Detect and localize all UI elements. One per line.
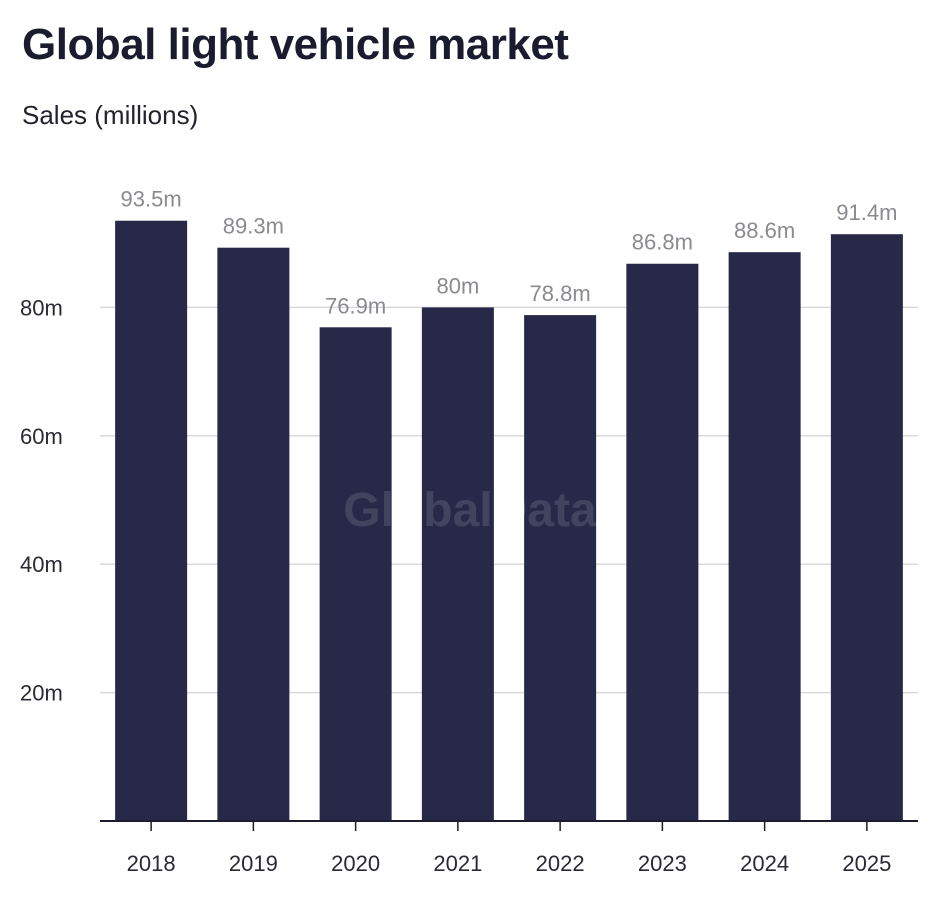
- x-tick-label: 2019: [229, 851, 278, 876]
- bars: [115, 220, 903, 822]
- y-tick-label: 80m: [20, 295, 63, 320]
- bar-2020: [319, 327, 392, 821]
- data-label: 91.4m: [836, 200, 897, 225]
- x-tick-label: 2020: [331, 851, 380, 876]
- data-label: 80m: [436, 273, 479, 298]
- y-axis: 20m 40m 60m 80m: [20, 295, 63, 705]
- data-label: 93.5m: [121, 187, 182, 212]
- data-label: 89.3m: [223, 214, 284, 239]
- bar-2025: [830, 234, 903, 821]
- x-tick-label: 2024: [740, 851, 789, 876]
- bar-2021: [421, 307, 494, 821]
- chart-subtitle: Sales (millions): [22, 100, 199, 130]
- bar-2019: [217, 247, 290, 822]
- data-label: 76.9m: [325, 293, 386, 318]
- x-tick-label: 2023: [638, 851, 687, 876]
- bar-2022: [524, 315, 597, 821]
- data-label: 88.6m: [734, 218, 795, 243]
- chart-title: Global light vehicle market: [22, 20, 569, 69]
- x-tick-label: 2025: [842, 851, 891, 876]
- data-labels: 93.5m 89.3m 76.9m 80m 78.8m 86.8m 88.6m 91.4m: [121, 187, 898, 319]
- x-tick-label: 2022: [536, 851, 585, 876]
- x-tick-label: 2018: [127, 851, 176, 876]
- watermark-logo: GlobalData: [343, 484, 597, 537]
- y-tick-label: 60m: [20, 424, 63, 449]
- data-label: 86.8m: [632, 230, 693, 255]
- x-tick-label: 2021: [433, 851, 482, 876]
- y-tick-label: 40m: [20, 552, 63, 577]
- bar-2023: [626, 263, 699, 821]
- y-tick-label: 20m: [20, 681, 63, 706]
- data-label: 78.8m: [530, 281, 591, 306]
- bar-2024: [728, 252, 801, 822]
- x-axis: 2018 2019 2020 2021 2022 2023 2024 2025: [100, 820, 918, 876]
- bar-2018: [115, 220, 188, 822]
